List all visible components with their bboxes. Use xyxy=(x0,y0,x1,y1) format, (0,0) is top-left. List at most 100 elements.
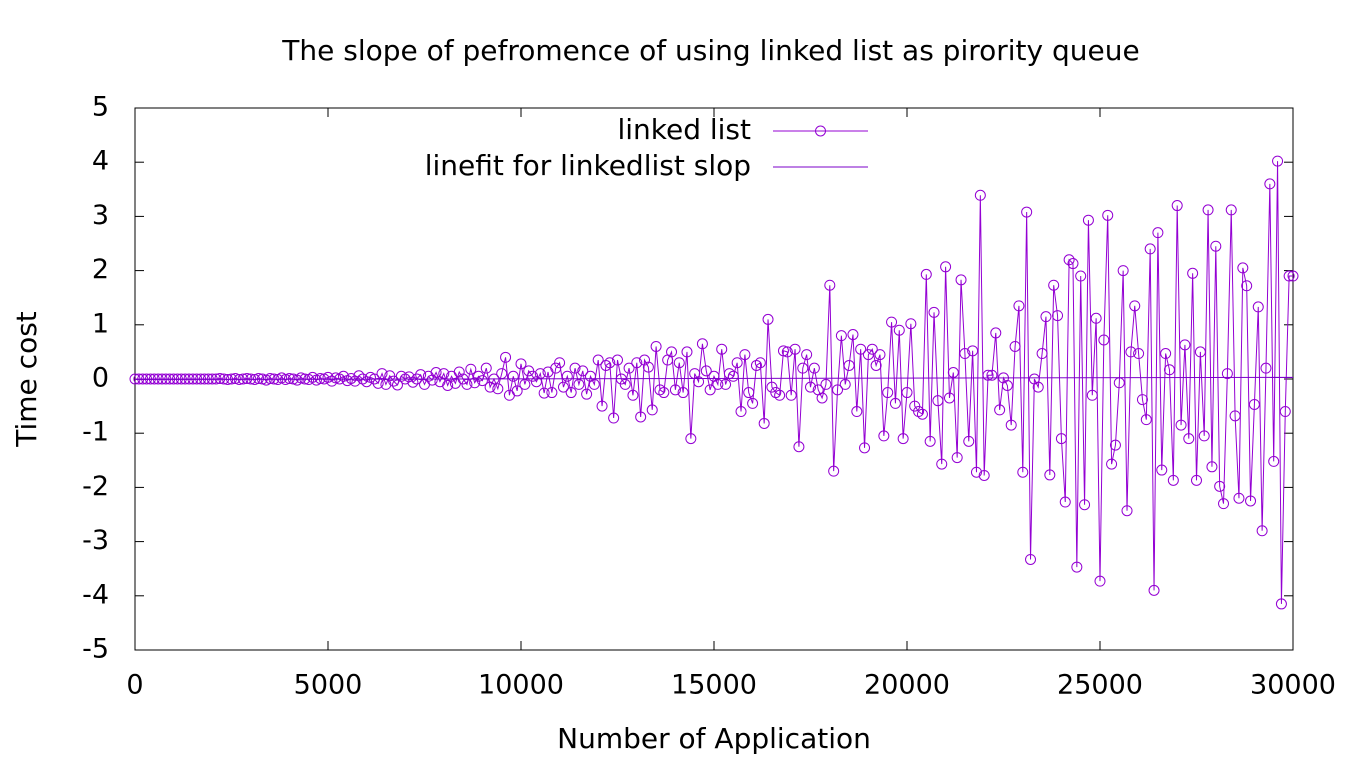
data-point xyxy=(144,373,156,385)
data-point xyxy=(337,370,349,382)
data-point xyxy=(654,384,666,396)
data-point xyxy=(839,378,851,390)
data-point xyxy=(1252,301,1264,313)
data-point xyxy=(974,189,986,201)
data-point xyxy=(1063,254,1075,266)
data-point xyxy=(743,387,755,399)
data-point xyxy=(805,381,816,393)
data-point xyxy=(1171,200,1183,212)
data-point xyxy=(1094,575,1106,587)
data-point xyxy=(1013,300,1025,312)
legend-label: linked list xyxy=(617,113,751,146)
data-point xyxy=(909,400,921,412)
y-tick-label: -3 xyxy=(82,525,109,556)
data-point xyxy=(1106,458,1118,470)
y-tick-label: 2 xyxy=(92,254,109,285)
data-point xyxy=(739,349,751,361)
data-point xyxy=(1214,480,1226,492)
data-point xyxy=(1163,364,1175,376)
data-point xyxy=(1017,466,1029,478)
data-point xyxy=(874,349,886,361)
data-point xyxy=(639,354,651,366)
data-point xyxy=(762,313,774,325)
data-point xyxy=(137,373,149,385)
data-point xyxy=(1268,455,1280,467)
data-point xyxy=(492,383,504,395)
y-tick-label: -4 xyxy=(82,579,109,610)
data-point xyxy=(832,384,844,396)
data-point xyxy=(970,466,982,478)
data-point xyxy=(677,387,689,399)
data-point xyxy=(326,375,338,387)
data-point xyxy=(720,378,732,390)
data-point xyxy=(897,433,909,445)
data-point xyxy=(322,371,334,383)
data-point xyxy=(913,406,925,418)
data-point xyxy=(1275,598,1287,610)
data-point xyxy=(592,354,604,366)
data-point xyxy=(650,340,662,352)
data-point xyxy=(658,387,670,399)
data-point xyxy=(314,372,326,384)
data-point xyxy=(886,316,898,328)
y-tick-label: 5 xyxy=(92,92,109,123)
data-point xyxy=(1109,439,1121,451)
data-point xyxy=(241,372,253,384)
data-point xyxy=(859,442,871,454)
x-tick-label: 25000 xyxy=(1057,670,1143,701)
data-point xyxy=(1264,178,1276,190)
data-point xyxy=(1248,398,1260,410)
data-point xyxy=(808,362,820,374)
data-point xyxy=(820,378,832,390)
data-point xyxy=(588,378,600,390)
data-point xyxy=(1179,339,1191,351)
y-tick-label: 4 xyxy=(92,146,109,177)
data-point xyxy=(1156,464,1168,476)
data-point xyxy=(1202,204,1214,216)
data-point xyxy=(403,371,415,383)
data-point xyxy=(901,387,913,399)
data-point xyxy=(959,348,971,360)
data-point xyxy=(388,375,400,387)
y-tick-label: -1 xyxy=(82,417,109,448)
data-point xyxy=(461,378,473,390)
data-point xyxy=(604,357,616,369)
data-point xyxy=(1206,461,1218,473)
data-point xyxy=(789,343,801,355)
data-point xyxy=(1059,496,1071,508)
data-point xyxy=(465,363,477,375)
data-point xyxy=(442,380,454,392)
chart-title: The slope of pefromence of using linked … xyxy=(281,34,1139,67)
data-point xyxy=(619,378,631,390)
data-point xyxy=(608,412,620,424)
data-point xyxy=(801,349,813,361)
data-point xyxy=(1055,433,1067,445)
data-point xyxy=(612,354,623,366)
data-point xyxy=(1040,311,1052,323)
y-tick-label: -2 xyxy=(82,471,109,502)
data-point xyxy=(511,385,523,397)
data-point xyxy=(1245,495,1257,507)
data-point xyxy=(785,389,797,401)
data-point xyxy=(758,417,770,429)
data-point xyxy=(893,324,905,336)
data-point xyxy=(561,370,573,382)
data-point xyxy=(519,378,531,390)
data-point xyxy=(573,378,585,390)
data-point xyxy=(361,376,373,388)
data-point xyxy=(905,318,917,330)
data-point xyxy=(1052,310,1064,322)
data-point xyxy=(797,362,809,374)
data-point xyxy=(550,362,562,374)
data-point xyxy=(1279,406,1291,418)
data-point xyxy=(349,375,361,387)
data-point xyxy=(1187,267,1199,279)
data-point xyxy=(476,375,488,387)
data-point xyxy=(712,378,724,390)
data-point xyxy=(1191,474,1202,486)
data-point xyxy=(951,452,963,464)
data-point xyxy=(395,370,407,382)
data-point xyxy=(569,362,581,374)
data-point xyxy=(283,372,295,384)
